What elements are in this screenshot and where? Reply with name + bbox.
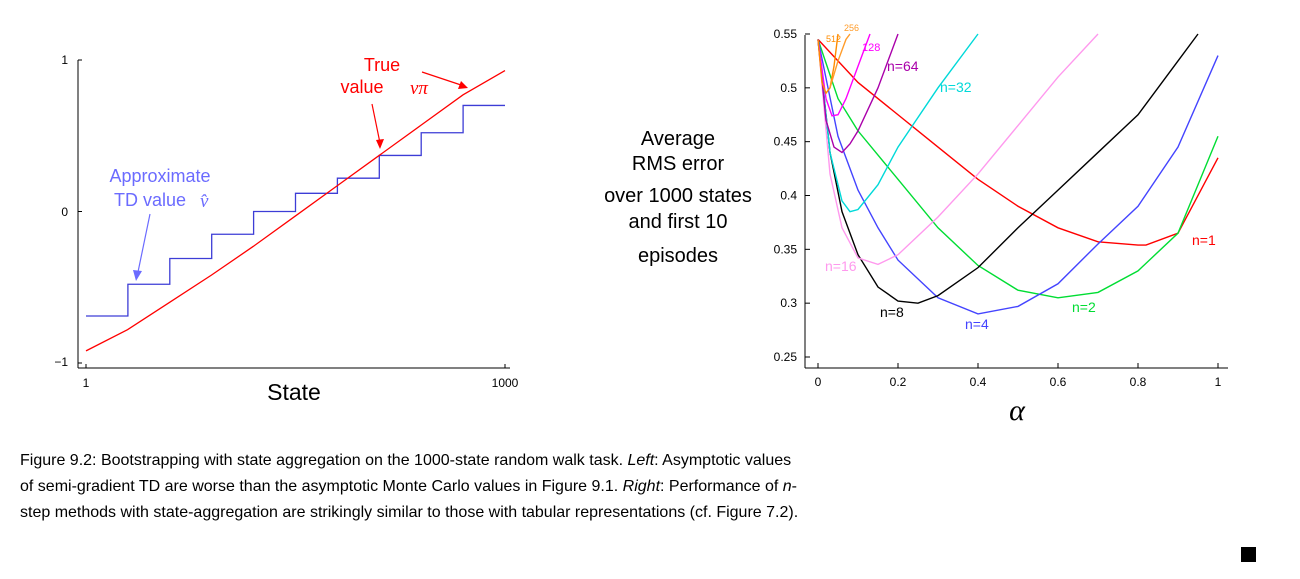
right-ytick-label: 0.25 xyxy=(774,350,798,364)
caption-text-2c: - xyxy=(791,478,797,495)
series-label-n-64: n=64 xyxy=(887,58,919,74)
series-n-1 xyxy=(817,38,1219,246)
true-value-symbol: vπ xyxy=(410,78,428,99)
right-ytick-label: 0.3 xyxy=(780,296,797,310)
true-value-arrow-shaft xyxy=(371,103,381,144)
true-value-arrow-head xyxy=(376,139,384,149)
right-ytick-label: 0.35 xyxy=(774,242,798,256)
right-xtick-label: 0 xyxy=(815,375,822,389)
left-ytick-top: 1 xyxy=(61,53,68,67)
series-256 xyxy=(829,33,851,89)
caption-text-1a: Bootstrapping with state aggregation on … xyxy=(100,452,624,469)
caption-line-1: Figure 9.2: Bootstrapping with state agg… xyxy=(20,452,791,470)
right-ytick-label: 0.55 xyxy=(774,27,798,41)
right-ytick-label: 0.4 xyxy=(780,189,797,203)
caption-text-3: step methods with state-aggregation are … xyxy=(20,504,799,521)
caption-line-3: step methods with state-aggregation are … xyxy=(20,504,798,522)
end-of-figure-square xyxy=(1241,547,1256,562)
series-label-n-16: n=16 xyxy=(825,258,857,274)
true-value-label-line2: value xyxy=(340,77,383,97)
true-value-label-line1: True xyxy=(364,55,400,75)
series-512 xyxy=(817,33,839,95)
figure-label: Figure 9.2: xyxy=(20,452,97,469)
right-xtick-label: 0.4 xyxy=(970,375,987,389)
figure-9-2: 1 0 −1 1 1000 State True value vπ Approx… xyxy=(54,23,1228,427)
series-n-64 xyxy=(817,33,899,154)
series-n-2 xyxy=(817,39,1219,299)
left-ytick-bottom: −1 xyxy=(54,355,68,369)
right-xtick-label: 0.2 xyxy=(890,375,907,389)
series-label-n-1: n=1 xyxy=(1192,232,1216,248)
series-label-n-8: n=8 xyxy=(880,304,904,320)
approx-label-line2: TD value xyxy=(114,190,186,210)
series-label-n-4: n=4 xyxy=(965,316,989,332)
caption-text-2a: of semi-gradient TD are worse than the a… xyxy=(20,478,619,495)
series-label-n-2: n=2 xyxy=(1072,299,1096,315)
left-ytick-mid: 0 xyxy=(61,205,68,219)
left-xtick-start: 1 xyxy=(83,376,90,390)
right-ylabel-line1: Average xyxy=(641,128,715,150)
approx-label-line1: Approximate xyxy=(109,166,210,186)
caption-text-2b: : Performance of xyxy=(660,478,779,495)
series-n-4 xyxy=(817,39,1219,315)
right-xtick-label: 0.6 xyxy=(1050,375,1067,389)
left-xtick-end: 1000 xyxy=(492,376,519,390)
series-128 xyxy=(817,33,871,117)
series-n-32 xyxy=(817,33,979,213)
true-value-arrow2-head xyxy=(458,81,468,89)
series-n-8 xyxy=(817,33,1199,304)
caption-right-word: Right xyxy=(622,478,661,495)
series-label-n-32: n=32 xyxy=(940,79,972,95)
series-label-128: 128 xyxy=(862,42,880,54)
right-ylabel-line4: and first 10 xyxy=(629,211,728,233)
series-label-256: 256 xyxy=(844,23,859,33)
approx-arrow-shaft xyxy=(137,213,151,273)
approx-arrow-head xyxy=(133,270,142,281)
true-value-series xyxy=(85,70,506,352)
right-ytick-label: 0.45 xyxy=(774,135,798,149)
right-ylabel-line3: over 1000 states xyxy=(604,185,752,207)
approx-symbol: v̂ xyxy=(200,191,209,212)
caption-left-word: Left xyxy=(627,452,655,469)
right-ylabel-line2: RMS error xyxy=(632,153,725,175)
left-x-label: State xyxy=(267,379,321,405)
caption-n-symbol: n xyxy=(782,478,792,495)
right-xtick-label: 1 xyxy=(1215,375,1222,389)
right-ylabel-line5: episodes xyxy=(638,245,718,267)
caption-text-1b: : Asymptotic values xyxy=(654,452,792,469)
series-n-16 xyxy=(817,33,1099,266)
approx-td-value-series xyxy=(86,104,505,317)
right-x-label: α xyxy=(1009,394,1026,427)
figure-caption: Figure 9.2: Bootstrapping with state agg… xyxy=(0,452,1300,552)
right-xtick-label: 0.8 xyxy=(1130,375,1147,389)
left-chart: 1 0 −1 1 1000 State True value vπ Approx… xyxy=(54,53,518,405)
true-value-arrow2-shaft xyxy=(421,71,462,86)
series-label-512: 512 xyxy=(826,34,841,44)
right-ytick-label: 0.5 xyxy=(780,81,797,95)
right-chart: 0.250.30.350.40.450.50.550 0.2 0.4 0.6 0.8 1 … xyxy=(604,23,1228,427)
caption-line-2: of semi-gradient TD are worse than the a… xyxy=(20,478,797,496)
